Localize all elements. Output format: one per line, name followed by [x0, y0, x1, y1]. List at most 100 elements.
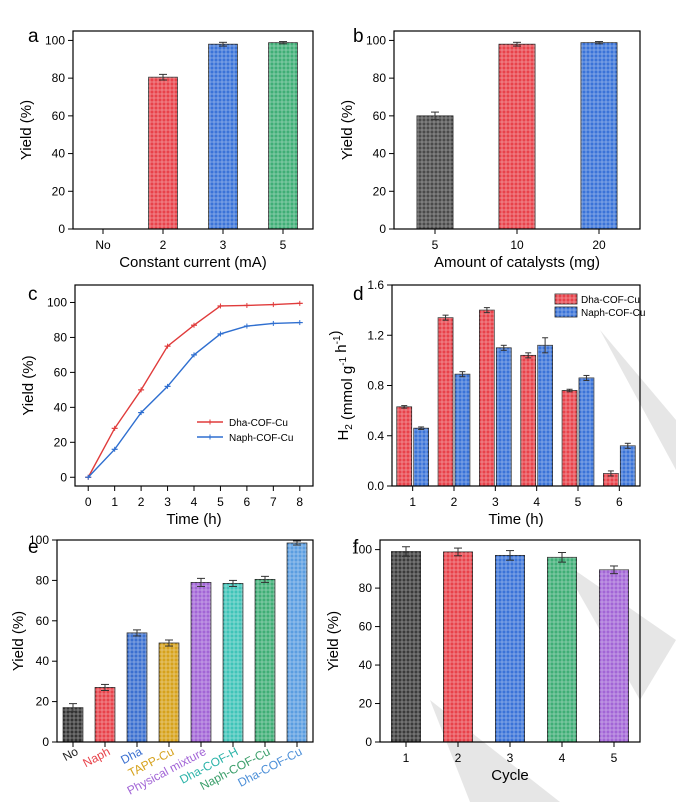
y-tick-label: 40: [373, 147, 387, 161]
bar-texture: [95, 687, 115, 742]
y-tick-label: 80: [359, 581, 373, 595]
x-tick-label: 4: [191, 495, 198, 509]
bar-texture: [223, 583, 243, 742]
x-tick-label: 5: [611, 751, 618, 765]
panel-f: 1 2 3 4 5 0 20 40 60 80 100 Yield (%) Cycle f: [325, 537, 641, 784]
y-axis-label: H2 (mmol g-1 h-1): [327, 330, 356, 440]
bar-texture: [603, 473, 619, 486]
y-tick-label: 60: [373, 109, 387, 123]
x-axis-label: Constant current (mA): [119, 254, 267, 271]
x-tick-label: 5: [432, 238, 439, 252]
x-tick-label: 1: [403, 751, 410, 765]
y-tick-label: 80: [36, 573, 50, 587]
bar-texture: [443, 551, 473, 742]
y-tick-label: 0: [379, 222, 386, 236]
y-tick-label: 20: [36, 695, 50, 709]
x-tick-label: 5: [280, 238, 287, 252]
y-axis-label: Yield (%): [325, 611, 342, 671]
y-tick-label: 100: [352, 543, 372, 557]
x-tick-label: 20: [592, 238, 606, 252]
bar-texture: [479, 310, 495, 486]
bar-texture: [580, 42, 618, 229]
y-tick-label: 80: [373, 71, 387, 85]
plot-frame: [393, 30, 641, 230]
y-tick-label: 20: [373, 184, 387, 198]
bar-texture: [562, 390, 577, 486]
bar-texture: [537, 345, 553, 486]
y-tick-label: 60: [52, 109, 66, 123]
x-tick-label: 6: [616, 495, 623, 509]
x-tick-label: 2: [455, 751, 462, 765]
x-tick-label: 6: [244, 495, 251, 509]
bar-texture: [579, 377, 594, 486]
y-tick-label: 60: [359, 620, 373, 634]
y-tick-label: 20: [359, 697, 373, 711]
x-axis-label: Cycle: [491, 767, 529, 784]
bar-texture: [599, 569, 629, 742]
plot-frame: [56, 539, 314, 743]
y-tick-label: 40: [36, 654, 50, 668]
x-axis-label: Time (h): [488, 511, 543, 528]
panel-b: 5 10 20 0 20 40 60 80 100 Yield (%) Amount of cata…: [339, 26, 641, 271]
legend-label: Naph-COF-Cu: [229, 433, 293, 444]
bar-texture: [268, 42, 298, 229]
bar-texture: [396, 406, 412, 486]
legend-swatch-texture: [555, 294, 577, 304]
panel-label: f: [353, 537, 359, 558]
watermark-stroke: [600, 330, 676, 470]
y-tick-label: 60: [54, 365, 68, 379]
x-tick-label: 10: [510, 238, 524, 252]
bar-texture: [63, 707, 83, 742]
plot-frame: [74, 284, 314, 487]
y-tick-label: 0.4: [367, 429, 384, 443]
legend-label: Dha-COF-Cu: [229, 418, 288, 429]
bar-texture: [413, 428, 429, 486]
y-axis-label: Yield (%): [339, 100, 356, 160]
y-tick-label: 100: [47, 295, 67, 309]
x-axis-label: Amount of catalysts (mg): [434, 254, 600, 271]
bar-texture: [127, 632, 147, 742]
x-tick-label: Naph: [81, 744, 113, 770]
x-axis-label: Time (h): [166, 511, 221, 528]
x-tick-label: 2: [451, 495, 458, 509]
x-tick-label: 2: [138, 495, 145, 509]
panel-a: No 2 3 5 0 20 40 60 80 100 Yield (%) Constant curre…: [18, 26, 314, 271]
x-tick-label: 0: [85, 495, 92, 509]
panel-label: a: [28, 26, 39, 47]
bar-texture: [148, 77, 178, 229]
x-tick-label: 3: [164, 495, 171, 509]
series-line: [87, 321, 300, 478]
y-tick-label: 0: [365, 735, 372, 749]
x-tick-label: 4: [559, 751, 566, 765]
x-tick-label: 5: [217, 495, 224, 509]
bar-texture: [620, 445, 636, 486]
x-tick-label: 1: [409, 495, 416, 509]
bar-texture: [520, 355, 536, 486]
y-axis-label: Yield (%): [20, 355, 37, 415]
y-tick-label: 60: [36, 614, 50, 628]
panel-d: 1 2 3 4 5 6 0.0 0.4 0.8 1.2 1.6 Time (h) H2 (mmol g-…: [327, 278, 645, 528]
plot-frame: [379, 539, 641, 743]
y-axis-label: Yield (%): [10, 611, 27, 671]
x-tick-label: 5: [575, 495, 582, 509]
bar-texture: [455, 374, 470, 486]
plot-frame: [72, 30, 314, 230]
x-tick-label: 8: [296, 495, 303, 509]
bar-texture: [547, 557, 577, 742]
series-line: [87, 302, 300, 478]
x-tick-label: 3: [507, 751, 514, 765]
y-tick-label: 40: [359, 658, 373, 672]
legend-label: Naph-COF-Cu: [581, 308, 645, 319]
panel-label: e: [28, 537, 39, 558]
bar-texture: [191, 582, 211, 742]
x-tick-label: No: [60, 744, 80, 764]
y-tick-label: 40: [54, 400, 68, 414]
y-tick-label: 0.8: [367, 379, 384, 393]
x-tick-label: 2: [160, 238, 167, 252]
bar-texture: [416, 115, 454, 229]
x-tick-label: 4: [533, 495, 540, 509]
